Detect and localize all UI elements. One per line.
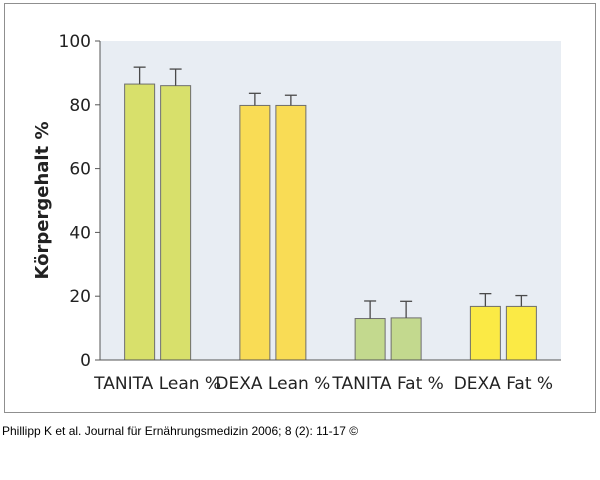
bar	[275, 104, 307, 361]
x-tick-label: DEXA Lean %	[215, 374, 330, 394]
y-tick-label: 20	[69, 287, 91, 307]
y-tick-label: 80	[69, 96, 91, 116]
y-tick-label: 40	[69, 223, 91, 243]
figure-caption: Phillipp K et al. Journal für Ernährungs…	[2, 424, 359, 438]
x-tick-label: DEXA Fat %	[454, 374, 553, 394]
x-axis-labels: TANITA Lean %DEXA Lean % TANITA Fat % DEXA…	[93, 374, 553, 394]
bars	[124, 83, 537, 361]
y-tick-label: 100	[59, 32, 91, 52]
bar	[160, 85, 192, 361]
bar-chart: 0 20 40 60 80 100 TANITA Lean %DEXA Lean % TAN…	[32, 32, 561, 394]
bar	[469, 305, 501, 361]
bar	[354, 318, 386, 361]
bar	[239, 104, 271, 361]
y-axis-label: Körpergehalt %	[32, 122, 53, 280]
y-axis-ticks: 0 20 40 60 80 100	[59, 32, 100, 371]
y-tick-label: 0	[80, 351, 91, 371]
bar	[124, 83, 156, 361]
error-bars	[133, 66, 528, 319]
y-tick-label: 60	[69, 160, 91, 180]
x-tick-label: TANITA Lean %	[93, 374, 221, 394]
bar	[390, 317, 422, 361]
bar	[505, 305, 537, 361]
x-tick-label: TANITA Fat %	[331, 374, 443, 394]
